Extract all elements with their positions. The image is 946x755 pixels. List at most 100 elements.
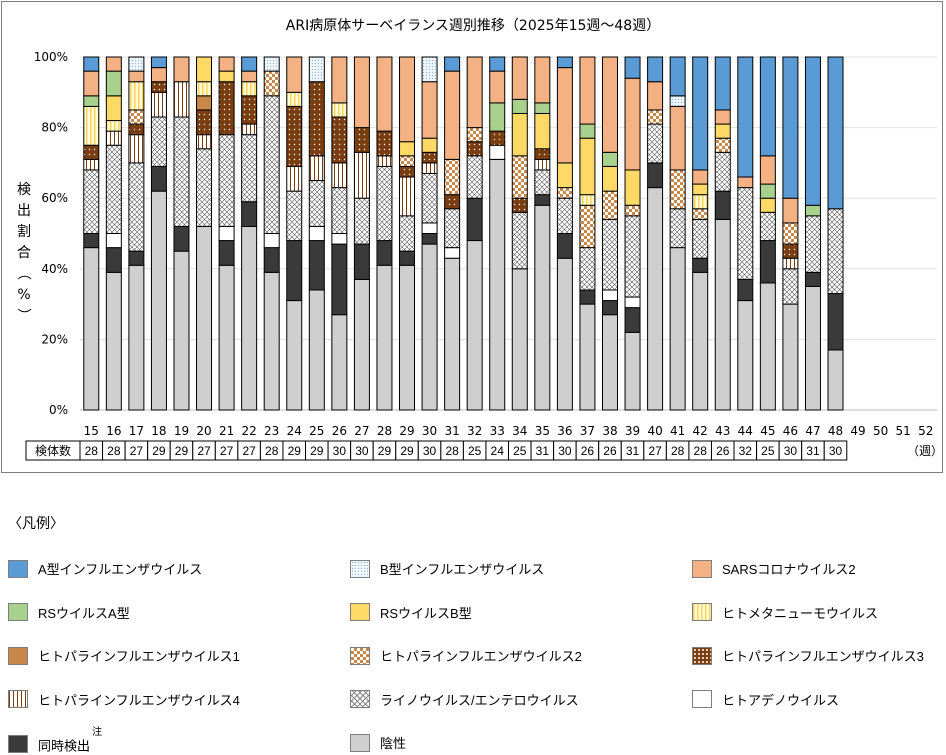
x-tick-label: 25: [309, 424, 324, 438]
bar-segment-rhino: [128, 162, 145, 252]
x-tick-label: 35: [535, 424, 550, 438]
count-value: 25: [513, 444, 527, 458]
legend-swatch: [350, 733, 370, 752]
bar-segment-neg: [511, 268, 528, 411]
bar-segment-adeno: [601, 289, 618, 302]
bar-segment-neg: [827, 349, 844, 411]
bar-segment-sars: [421, 81, 438, 139]
legend-label: ヒトアデノウイルス: [722, 692, 840, 708]
bar-segment-rhino: [714, 151, 731, 192]
bar-segment-rhino: [466, 155, 483, 199]
bar-segment-rhino: [353, 197, 370, 245]
x-tick-label: 17: [129, 424, 144, 438]
x-tick-label: 39: [625, 424, 640, 438]
bar-segment-hmpv: [241, 81, 258, 97]
legend-swatch: [8, 603, 28, 621]
bar-segment-fluA: [827, 56, 844, 210]
legend-label: ヒトパラインフルエンザウイルス3: [722, 649, 924, 664]
y-axis-label-char: 合: [17, 245, 31, 261]
bar-segment-neg: [399, 264, 416, 411]
x-tick-label: 40: [647, 424, 662, 438]
bar-segment-neg: [150, 190, 167, 411]
bar-segment-para3: [286, 105, 303, 167]
count-value: 25: [468, 444, 482, 458]
y-tick-label: 0%: [49, 403, 68, 417]
bar-segment-para3: [376, 130, 393, 157]
bar-segment-rhino: [286, 190, 303, 242]
y-axis-label-char: ）: [15, 308, 31, 322]
bar-segment-neg: [105, 271, 122, 411]
bar-segment-adeno: [308, 225, 325, 242]
bar-segment-sars: [286, 56, 303, 93]
bar-segment-adeno: [331, 233, 348, 245]
bar-segment-neg: [579, 303, 596, 411]
bar-segment-sars: [444, 70, 461, 160]
legend-swatch: [8, 559, 28, 578]
x-tick-label: 21: [219, 424, 234, 438]
x-tick-label: 18: [151, 424, 166, 438]
bar-week-45: [759, 56, 776, 411]
count-header-label: 検体数: [35, 443, 71, 458]
legend-item-sars: SARSコロナウイルス2: [692, 559, 856, 578]
legend-title: 〈凡例〉: [8, 516, 64, 532]
x-tick-label: 30: [422, 424, 437, 438]
bar-segment-para2: [466, 127, 483, 143]
x-tick-label: 41: [670, 424, 685, 438]
bar-week-20: [196, 56, 213, 411]
bar-segment-co: [308, 240, 325, 291]
legend-item-co: 同時検出注: [8, 727, 102, 754]
bar-segment-para3: [444, 194, 461, 210]
count-value: 27: [130, 444, 144, 458]
count-value: 29: [175, 444, 189, 458]
legend-note-marker: 注: [92, 727, 103, 738]
x-tick-label: 47: [805, 424, 820, 438]
bar-segment-sars: [489, 70, 506, 104]
bar-segment-neg: [489, 158, 506, 411]
bar-segment-co: [331, 243, 348, 316]
legend-item-fluA: A型インフルエンザウイルス: [8, 559, 202, 578]
legend-item-fluB: B型インフルエンザウイルス: [350, 559, 544, 578]
bar-segment-hmpv: [692, 194, 709, 210]
x-tick-label: 51: [896, 424, 911, 438]
bar-segment-sars: [511, 56, 528, 100]
x-tick-label: 37: [580, 424, 595, 438]
bar-segment-sars: [241, 70, 258, 83]
y-tick-label: 100%: [34, 50, 68, 64]
bar-week-36: [556, 56, 573, 411]
bar-segment-rsb: [105, 95, 122, 122]
count-value: 30: [333, 444, 347, 458]
bar-segment-para2: [601, 190, 618, 220]
bar-segment-co: [827, 293, 844, 351]
bar-segment-co: [376, 240, 393, 266]
bar-segment-rhino: [669, 208, 686, 249]
count-value: 30: [558, 444, 572, 458]
x-tick-label: 45: [760, 424, 775, 438]
bar-segment-sars: [399, 56, 416, 143]
legend-label: A型インフルエンザウイルス: [38, 562, 203, 577]
bar-segment-sars: [759, 155, 776, 185]
bar-segment-rsb: [714, 123, 731, 139]
bar-segment-rhino: [827, 208, 844, 295]
x-tick-label: 33: [490, 424, 505, 438]
bar-segment-rhino: [601, 218, 618, 291]
bar-segment-para4: [105, 130, 122, 146]
bar-segment-co: [692, 257, 709, 273]
bar-segment-para3: [196, 109, 213, 136]
bar-segment-neg: [556, 257, 573, 411]
bar-segment-rhino: [263, 95, 280, 234]
legend-swatch: [692, 559, 712, 578]
count-value: 31: [626, 444, 640, 458]
x-axis-ticks: 15 16 17 18 19 20 21 22 23 24 25 26 27 28 29 30 31 32 33 34…: [84, 424, 934, 438]
bar-segment-rhino: [196, 148, 213, 227]
bar-segment-co: [421, 233, 438, 245]
count-value: 29: [310, 444, 324, 458]
bar-segment-hmpv: [331, 102, 348, 118]
bar-week-37: [579, 56, 596, 411]
bar-segment-para1: [196, 95, 213, 111]
bar-segment-co: [737, 278, 754, 302]
bar-segment-para4: [331, 162, 348, 189]
legend-item-rsa: RSウイルスA型: [8, 603, 130, 622]
bar-segment-sars: [647, 81, 664, 111]
legend-label: RSウイルスA型: [38, 605, 130, 621]
bar-segment-co: [399, 250, 416, 266]
